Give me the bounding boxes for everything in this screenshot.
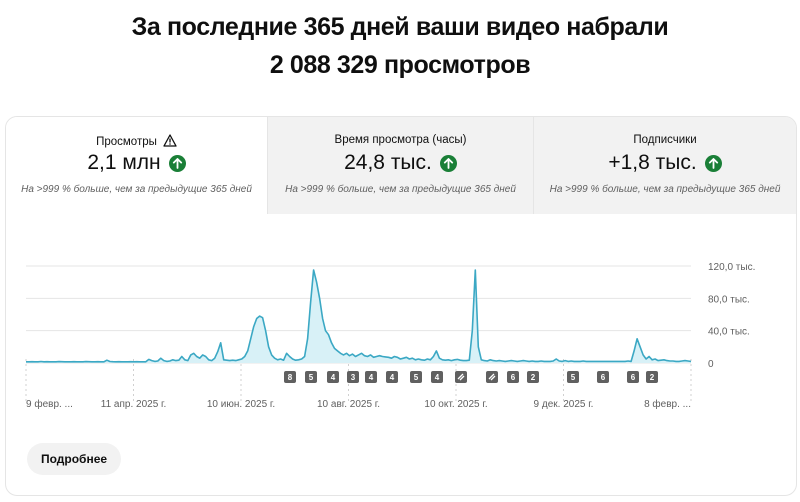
- upload-marker[interactable]: 2: [646, 371, 658, 383]
- x-tick-label: 11 апр. 2025 г.: [101, 399, 166, 410]
- details-button[interactable]: Подробнее: [27, 443, 121, 475]
- svg-text:4: 4: [390, 373, 395, 382]
- tab-views-note: На >999 % больше, чем за предыдущие 365 …: [21, 184, 252, 195]
- svg-text:6: 6: [511, 373, 516, 382]
- views-chart-svg: 8 5 4 3 4 4 5 4 6 2 5 6 6 2 120,0 тыс. 80,0 тыс. 40,0 т…: [25, 262, 755, 410]
- headline-total-views: 2 088 329 просмотров: [269, 51, 531, 79]
- svg-text:5: 5: [571, 373, 576, 382]
- upload-marker[interactable]: 5: [567, 371, 579, 383]
- tab-watch-time-note: На >999 % больше, чем за предыдущие 365 …: [285, 184, 516, 195]
- metric-tabs: Просмотры 2,1 млн На >999 % больше, чем …: [6, 117, 796, 214]
- y-tick-label: 40,0 тыс.: [708, 327, 750, 338]
- tab-subscribers-value: +1,8 тыс.: [608, 151, 697, 174]
- svg-text:4: 4: [435, 373, 440, 382]
- tab-views-title: Просмотры: [96, 136, 157, 148]
- upload-marker[interactable]: 4: [327, 371, 339, 383]
- warning-icon[interactable]: [163, 134, 177, 150]
- svg-text:2: 2: [650, 373, 655, 382]
- upload-marker[interactable]: [486, 371, 498, 383]
- svg-text:6: 6: [601, 373, 606, 382]
- svg-text:6: 6: [631, 373, 636, 382]
- upload-marker[interactable]: 5: [305, 371, 317, 383]
- x-tick-label: 9 февр. ...: [26, 398, 73, 410]
- arrow-up-icon: [704, 154, 722, 172]
- svg-text:5: 5: [309, 373, 314, 382]
- upload-marker[interactable]: 6: [597, 371, 609, 383]
- upload-marker[interactable]: 2: [527, 371, 539, 383]
- tab-subscribers-title: Подписчики: [633, 134, 697, 146]
- y-tick-label: 80,0 тыс.: [708, 294, 750, 305]
- upload-marker[interactable]: 6: [627, 371, 639, 383]
- views-chart: 8 5 4 3 4 4 5 4 6 2 5 6 6 2 120,0 тыс. 80,0 тыс. 40,0 т…: [6, 214, 796, 424]
- headline-line1: За последние 365 дней ваши видео набрали: [131, 13, 669, 41]
- tab-views[interactable]: Просмотры 2,1 млн На >999 % больше, чем …: [6, 117, 268, 214]
- tab-watch-time-value: 24,8 тыс.: [344, 151, 432, 174]
- svg-text:2: 2: [531, 373, 536, 382]
- tab-watch-time-title: Время просмотра (часы): [334, 134, 467, 146]
- series-area: [26, 270, 691, 363]
- y-tick-label: 0: [708, 359, 714, 370]
- analytics-card: Просмотры 2,1 млн На >999 % больше, чем …: [5, 116, 797, 496]
- x-tick-label: 10 авг. 2025 г.: [317, 399, 380, 410]
- x-tick-label: 10 окт. 2025 г.: [424, 399, 487, 410]
- tab-subscribers[interactable]: Подписчики +1,8 тыс. На >999 % больше, ч…: [534, 117, 796, 214]
- headline: За последние 365 дней ваши видео набрали…: [0, 8, 800, 84]
- upload-marker[interactable]: 3: [347, 371, 359, 383]
- upload-marker[interactable]: 5: [410, 371, 422, 383]
- x-tick-label: 10 июн. 2025 г.: [207, 399, 275, 410]
- upload-marker[interactable]: 6: [507, 371, 519, 383]
- svg-text:4: 4: [369, 373, 374, 382]
- tab-views-value: 2,1 млн: [87, 151, 161, 174]
- upload-marker[interactable]: 4: [365, 371, 377, 383]
- upload-marker[interactable]: 8: [284, 371, 296, 383]
- series-line[interactable]: [26, 269, 692, 363]
- svg-text:5: 5: [414, 373, 419, 382]
- x-tick-label: 8 февр. ...: [644, 398, 691, 410]
- clip-icon: [488, 373, 496, 381]
- svg-text:3: 3: [351, 373, 356, 382]
- upload-marker[interactable]: 4: [431, 371, 443, 383]
- arrow-up-icon: [168, 154, 186, 172]
- arrow-up-icon: [439, 154, 457, 172]
- upload-marker[interactable]: 4: [386, 371, 398, 383]
- tab-subscribers-note: На >999 % больше, чем за предыдущие 365 …: [549, 184, 781, 195]
- upload-marker[interactable]: [455, 371, 467, 383]
- tab-watch-time[interactable]: Время просмотра (часы) 24,8 тыс. На >999…: [268, 117, 534, 214]
- x-tick-label: 9 дек. 2025 г.: [534, 399, 594, 410]
- svg-text:4: 4: [331, 373, 336, 382]
- clip-icon: [457, 373, 465, 381]
- y-tick-label: 120,0 тыс.: [708, 262, 755, 273]
- svg-text:8: 8: [288, 373, 293, 382]
